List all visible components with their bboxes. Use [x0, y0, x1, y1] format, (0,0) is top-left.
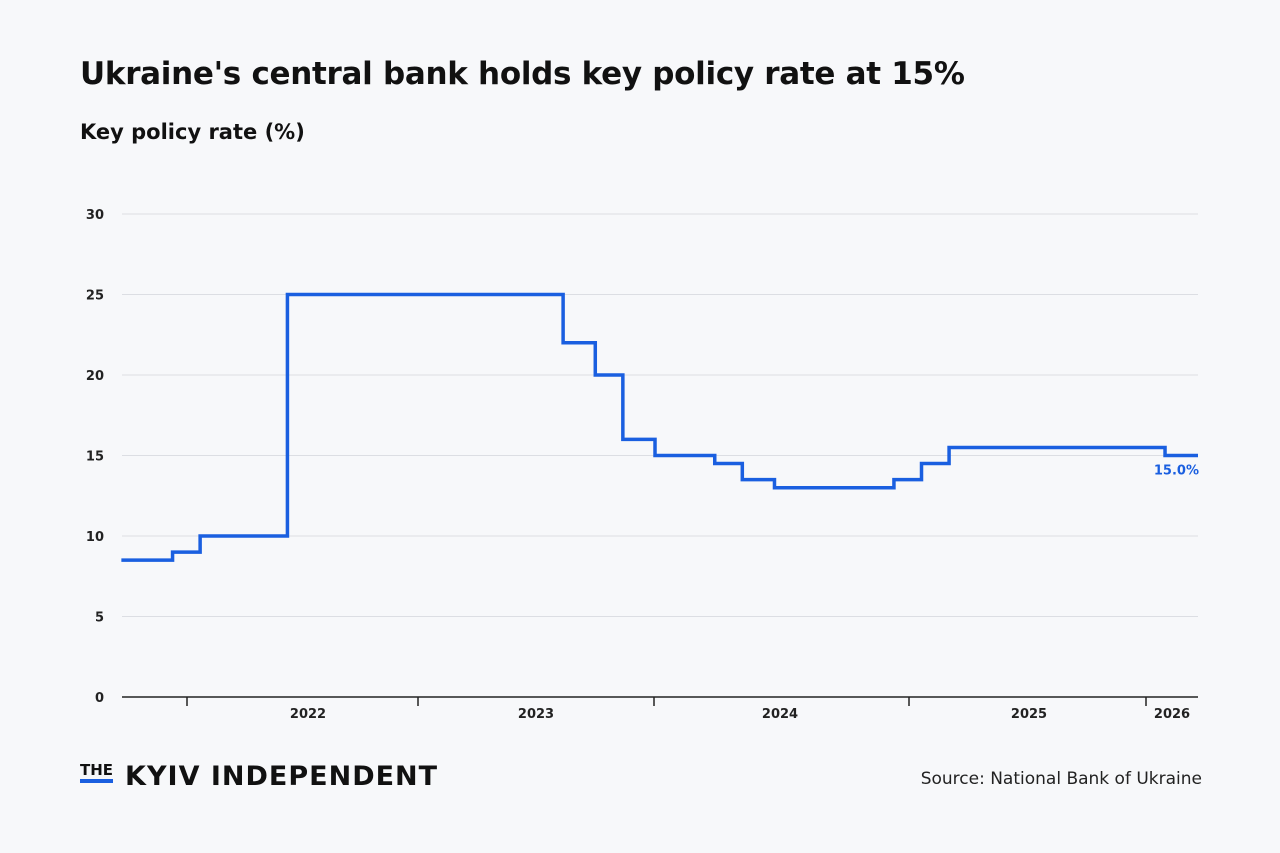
y-tick-label: 15	[86, 450, 104, 465]
x-tick-label: 2026	[1154, 707, 1190, 722]
y-tick-label: 30	[86, 208, 104, 223]
source-note: Source: National Bank of Ukraine	[920, 769, 1202, 789]
x-tick-label: 2023	[518, 707, 554, 722]
x-tick-label: 2024	[762, 707, 798, 722]
end-value-label: 15.0%	[1154, 464, 1199, 479]
logo-the: THE	[80, 762, 114, 783]
logo-name: KYIV INDEPENDENT	[125, 761, 439, 792]
gridlines	[122, 213, 1198, 617]
y-tick-label: 10	[86, 530, 104, 545]
chart-subtitle: Key policy rate (%)	[80, 120, 305, 144]
x-axis: 2022 2023 2024 2025 2026	[122, 696, 1198, 722]
kyiv-independent-logo: THE KYIV INDEPENDENT	[80, 762, 438, 792]
y-tick-label: 0	[95, 691, 104, 706]
y-tick-label: 20	[86, 369, 104, 384]
chart-title: Ukraine's central bank holds key policy …	[80, 56, 965, 92]
y-axis-ticks: 0 5 10 15 20 25 30	[86, 208, 104, 706]
x-tick-label: 2022	[290, 707, 326, 722]
y-tick-label: 5	[95, 611, 104, 626]
rate-step-line	[121, 292, 1198, 562]
y-tick-label: 25	[86, 289, 104, 304]
series: 15.0%	[121, 292, 1199, 562]
x-tick-label: 2025	[1011, 707, 1047, 722]
